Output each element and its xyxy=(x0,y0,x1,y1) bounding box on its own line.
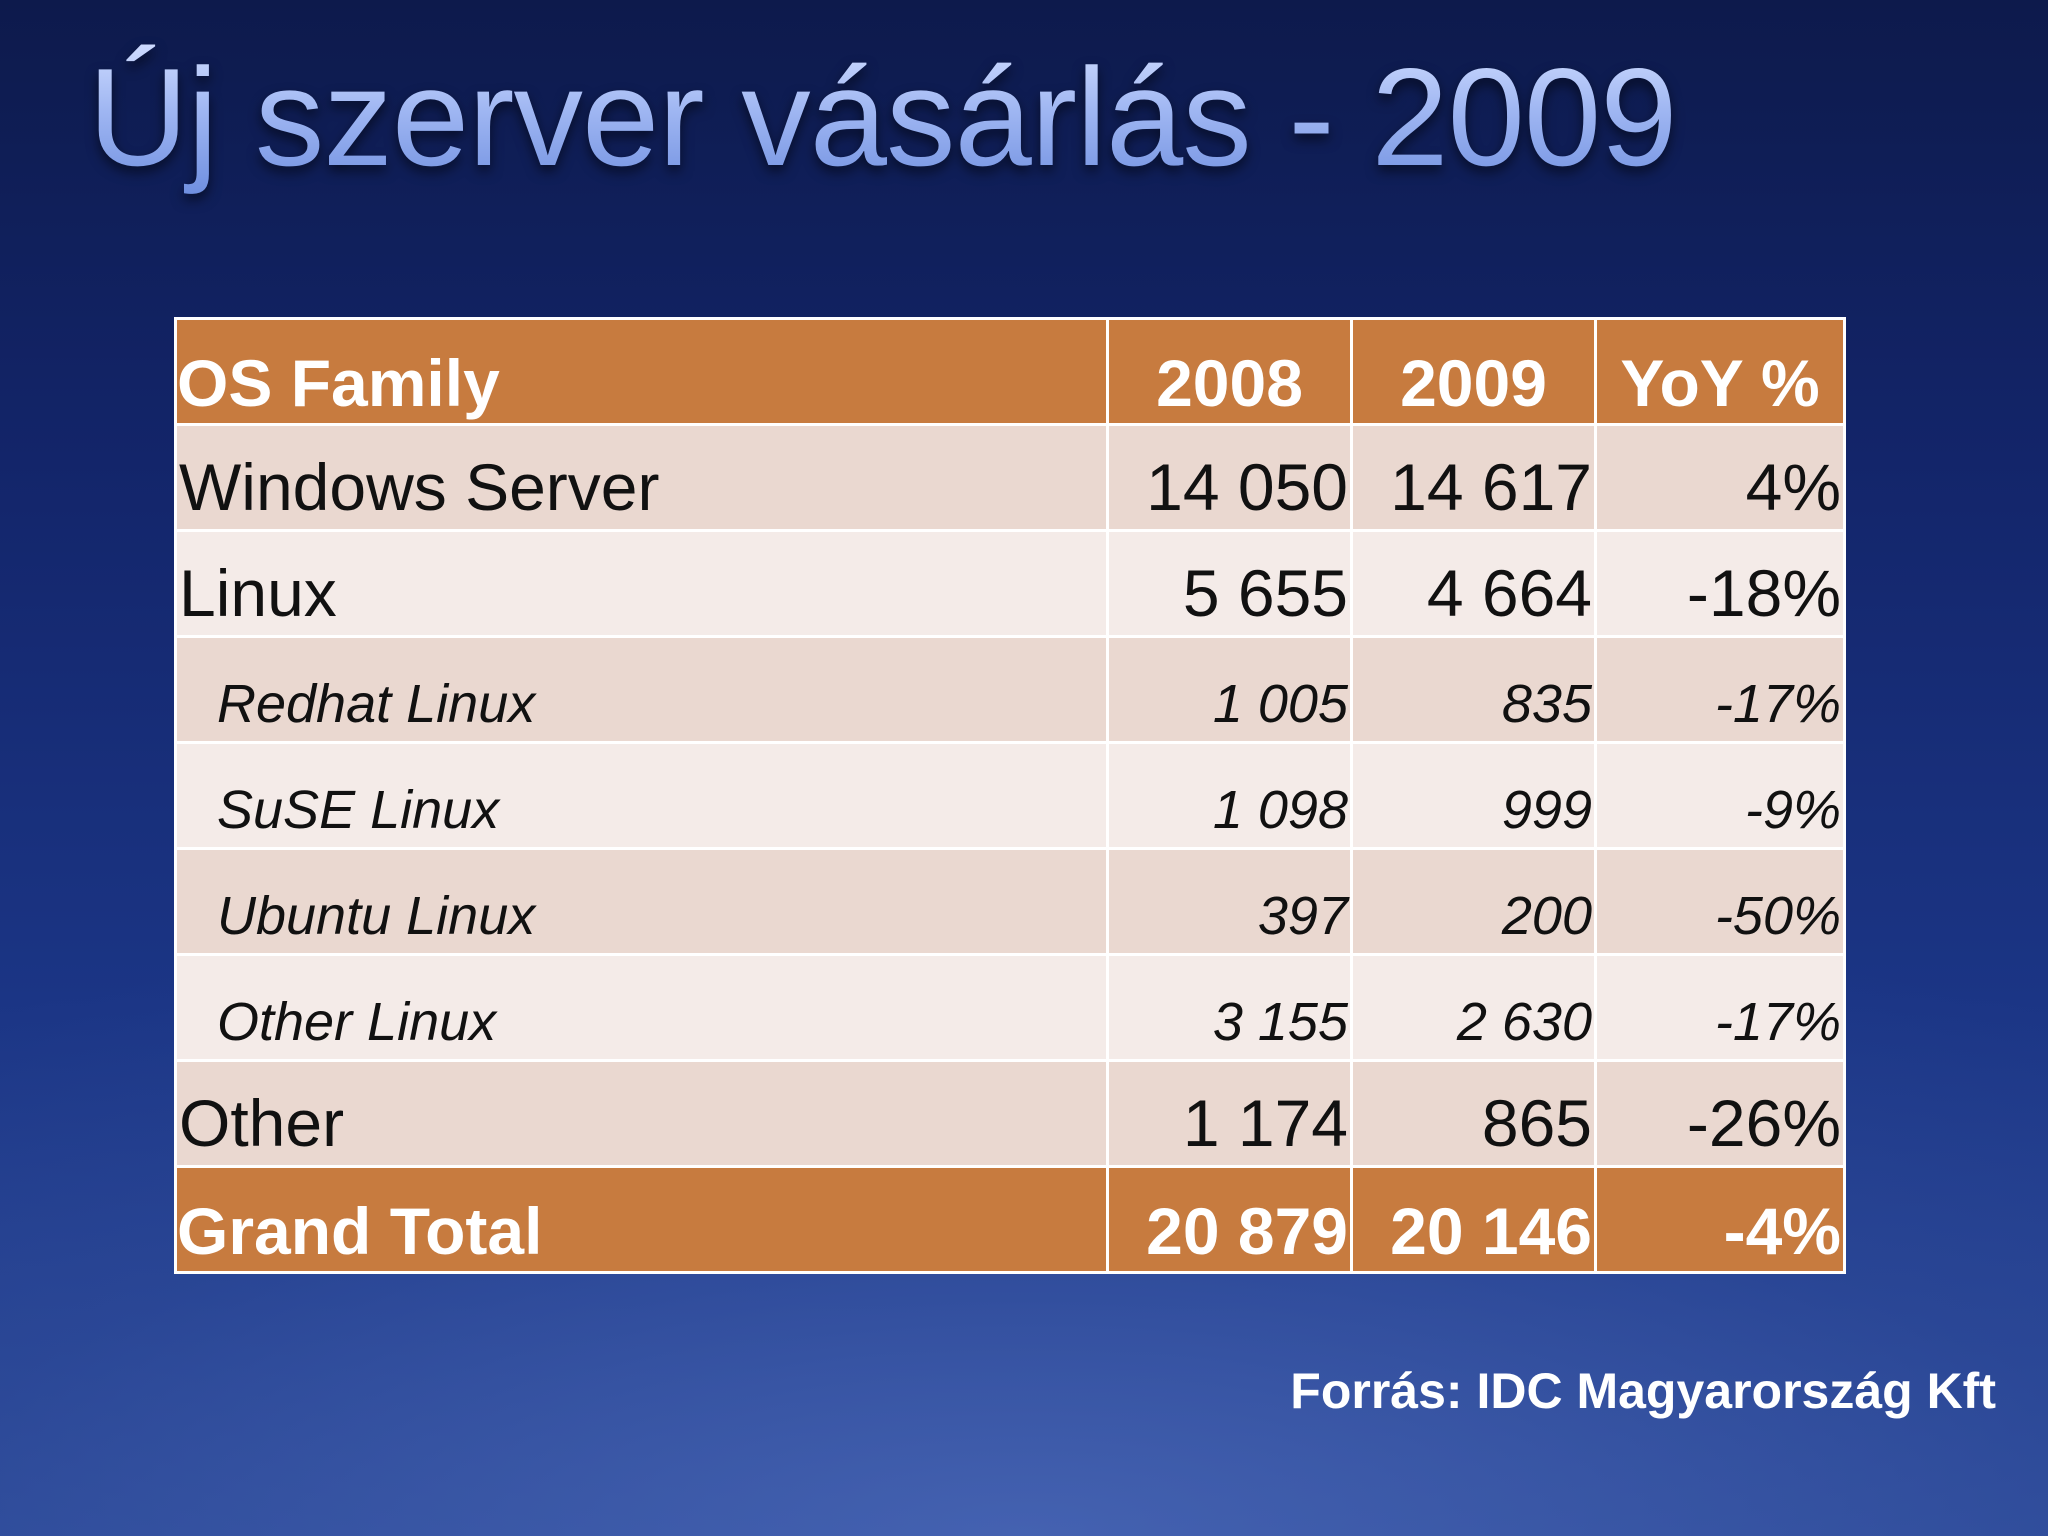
value-2008-cell: 3 155 xyxy=(1106,953,1353,1062)
yoy-cell: -26% xyxy=(1594,1059,1846,1168)
os-family-cell: Linux xyxy=(174,529,1109,638)
value-2009-cell: 200 xyxy=(1350,847,1597,956)
os-family-cell: Ubuntu Linux xyxy=(174,847,1109,956)
grand-total-2008: 20 879 xyxy=(1106,1165,1353,1274)
value-2009-cell: 865 xyxy=(1350,1059,1597,1168)
table-row-linux: Linux 5 655 4 664 -18% xyxy=(174,529,1846,638)
yoy-cell: -9% xyxy=(1594,741,1846,850)
column-header-2008: 2008 xyxy=(1106,317,1353,426)
value-2008-cell: 1 098 xyxy=(1106,741,1353,850)
table-row-other: Other 1 174 865 -26% xyxy=(174,1059,1846,1168)
table-row-windows-server: Windows Server 14 050 14 617 4% xyxy=(174,423,1846,532)
yoy-cell: -18% xyxy=(1594,529,1846,638)
grand-total-label: Grand Total xyxy=(174,1165,1109,1274)
value-2008-cell: 1 005 xyxy=(1106,635,1353,744)
value-2009-cell: 835 xyxy=(1350,635,1597,744)
grand-total-2009: 20 146 xyxy=(1350,1165,1597,1274)
value-2009-cell: 14 617 xyxy=(1350,423,1597,532)
yoy-cell: 4% xyxy=(1594,423,1846,532)
os-family-cell: Windows Server xyxy=(174,423,1109,532)
value-2008-cell: 5 655 xyxy=(1106,529,1353,638)
yoy-cell: -17% xyxy=(1594,635,1846,744)
os-family-cell: SuSE Linux xyxy=(174,741,1109,850)
table-row-redhat-linux: Redhat Linux 1 005 835 -17% xyxy=(174,635,1846,744)
source-note: Forrás: IDC Magyarország Kft xyxy=(1290,1363,1996,1419)
table-row-ubuntu-linux: Ubuntu Linux 397 200 -50% xyxy=(174,847,1846,956)
os-family-cell: Other xyxy=(174,1059,1109,1168)
value-2009-cell: 4 664 xyxy=(1350,529,1597,638)
os-family-cell: Redhat Linux xyxy=(174,635,1109,744)
value-2009-cell: 999 xyxy=(1350,741,1597,850)
yoy-cell: -50% xyxy=(1594,847,1846,956)
table-row-suse-linux: SuSE Linux 1 098 999 -9% xyxy=(174,741,1846,850)
value-2008-cell: 14 050 xyxy=(1106,423,1353,532)
value-2009-cell: 2 630 xyxy=(1350,953,1597,1062)
server-sales-table: OS Family 2008 2009 YoY % Windows Server… xyxy=(174,317,1846,1274)
value-2008-cell: 1 174 xyxy=(1106,1059,1353,1168)
column-header-2009: 2009 xyxy=(1350,317,1597,426)
column-header-yoy: YoY % xyxy=(1594,317,1846,426)
grand-total-yoy: -4% xyxy=(1594,1165,1846,1274)
slide-title: Új szerver vásárlás - 2009 xyxy=(88,40,1678,195)
yoy-cell: -17% xyxy=(1594,953,1846,1062)
table-row-other-linux: Other Linux 3 155 2 630 -17% xyxy=(174,953,1846,1062)
value-2008-cell: 397 xyxy=(1106,847,1353,956)
table-row-grand-total: Grand Total 20 879 20 146 -4% xyxy=(174,1165,1846,1274)
table-header-row: OS Family 2008 2009 YoY % xyxy=(174,317,1846,426)
os-family-cell: Other Linux xyxy=(174,953,1109,1062)
column-header-os-family: OS Family xyxy=(174,317,1109,426)
